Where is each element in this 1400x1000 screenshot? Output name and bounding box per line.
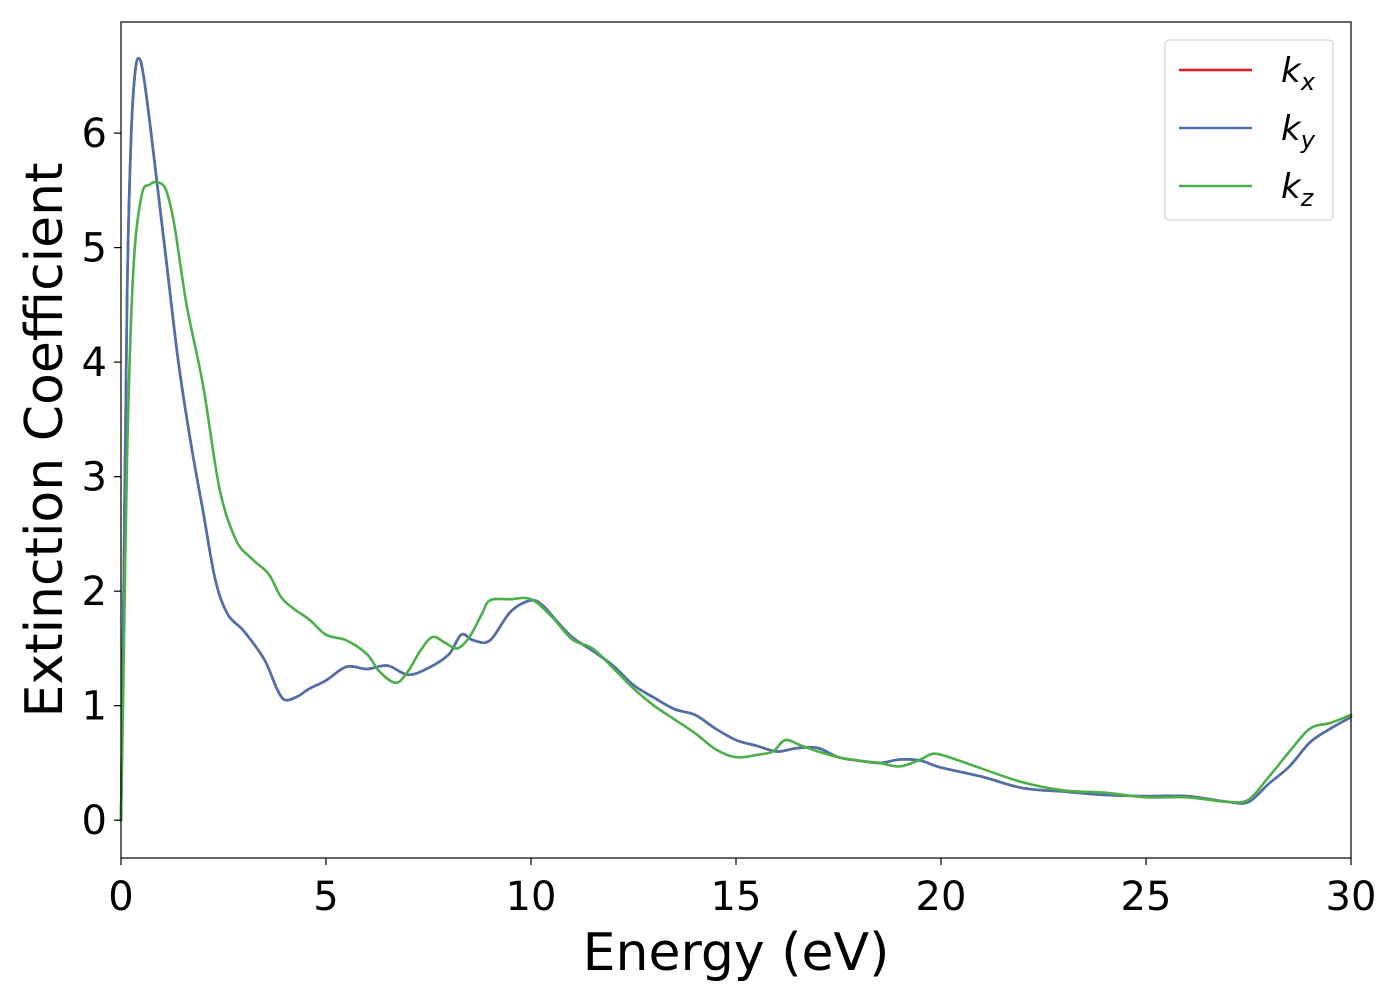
y-tick-label: 2 — [82, 569, 107, 615]
y-tick-label: 1 — [82, 684, 107, 730]
series-line-kz — [119, 180, 1353, 822]
x-tick-label: 15 — [711, 874, 762, 920]
y-tick-label: 5 — [82, 226, 107, 272]
x-tick-label: 0 — [108, 874, 133, 920]
x-tick-label: 25 — [1121, 874, 1172, 920]
y-tick-label: 0 — [82, 798, 107, 844]
y-tick-label: 6 — [82, 111, 107, 157]
y-axis-title: Extinction Coefficient — [15, 163, 75, 718]
series-layer — [119, 56, 1353, 822]
x-axis-ticks: 0 5 10 15 20 25 30 — [108, 858, 1376, 920]
legend-box — [1164, 39, 1334, 221]
x-tick-label: 30 — [1326, 874, 1377, 920]
x-tick-label: 10 — [506, 874, 557, 920]
x-tick-label: 5 — [313, 874, 338, 920]
x-axis-title: Energy (eV) — [583, 923, 890, 983]
x-tick-label: 20 — [916, 874, 967, 920]
y-tick-label: 3 — [82, 455, 107, 501]
series-line-ky — [119, 56, 1353, 822]
y-tick-label: 4 — [82, 340, 107, 386]
y-axis-ticks: 0 1 2 3 4 5 6 — [82, 111, 121, 844]
